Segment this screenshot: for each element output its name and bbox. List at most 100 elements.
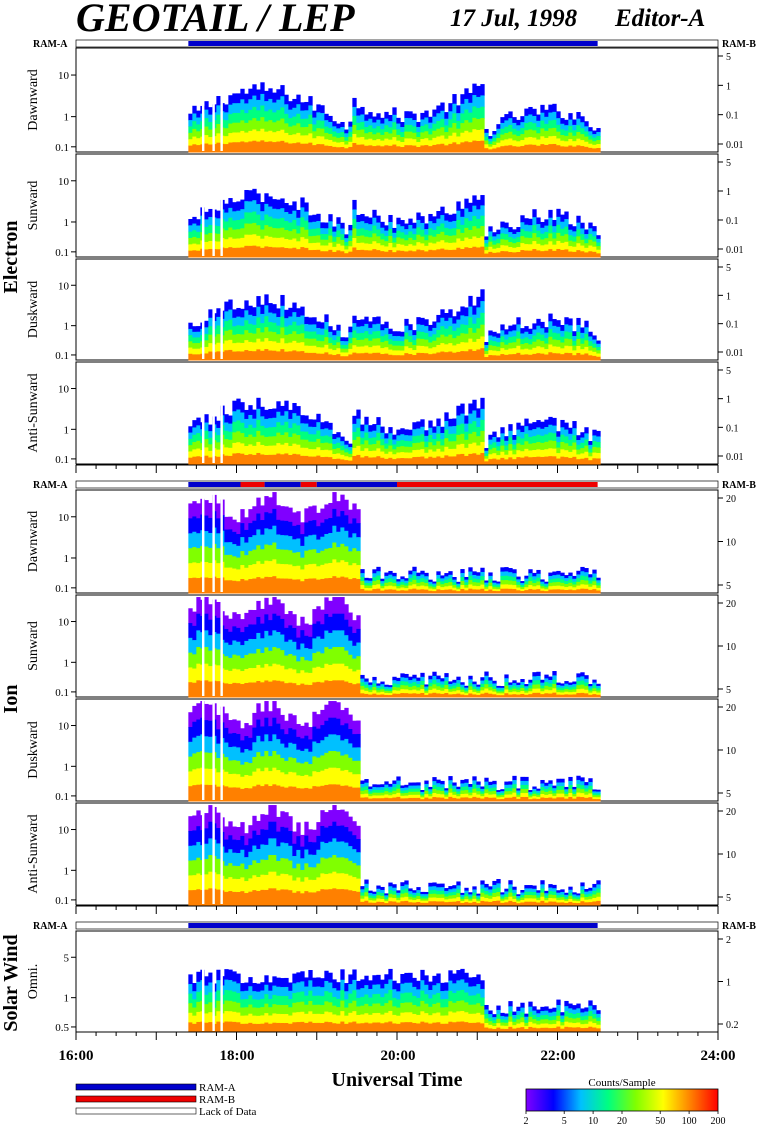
spectrogram-cell [376,113,381,121]
spectrogram-cell [204,219,209,228]
spectrogram-cell [372,209,377,219]
spectrogram-cell [504,681,509,687]
spectrogram-cell [308,236,313,244]
spectrogram-cell [472,453,477,465]
spectrogram-cell [460,684,465,688]
spectrogram-cell [440,883,445,888]
spectrogram-cell [244,212,249,224]
spectrogram-cell [508,424,513,432]
spectrogram-cell [376,323,381,332]
spectrogram-cell [272,304,277,314]
spectrogram-cell [428,134,433,141]
spectrogram-cell [320,334,325,342]
spectrogram-cell [412,422,417,430]
spectrogram-cell [228,774,233,789]
spectrogram-cell [408,788,413,793]
spectrogram-cell [296,316,301,326]
spectrogram-cell [252,639,257,655]
spectrogram-cell [208,562,213,579]
spectrogram-cell [576,345,581,354]
spectrogram-cell [304,672,309,686]
spectrogram-cell [564,429,569,437]
spectrogram-cell [492,431,497,438]
spectrogram-cell [320,564,325,580]
spectrogram-cell [312,741,317,757]
spectrogram-cell [416,435,421,444]
spectrogram-cell [536,675,541,681]
spectrogram-cell [368,890,373,894]
spectrogram-cell [272,322,277,333]
y-tick-label: 1 [64,553,70,565]
spectrogram-cell [188,875,193,891]
spectrogram-cell [404,590,409,594]
spectrogram-cell [508,888,513,894]
spectrogram-cell [560,118,565,125]
spectrogram-cell [580,343,585,350]
spectrogram-cell [288,436,293,447]
spectrogram-cell [300,788,305,802]
spectrogram-cell [492,437,497,443]
spectrogram-cell [368,438,373,446]
spectrogram-cell [444,429,449,439]
spectrogram-cell [576,229,581,237]
spectrogram-cell [360,346,365,354]
spectrogram-cell [592,435,597,442]
spectrogram-cell [400,122,405,128]
spectrogram-cell [480,348,485,361]
spectrogram-cell [216,456,221,465]
spectrogram-cell [280,349,285,361]
spectrogram-cell [516,242,521,248]
spectrogram-cell [344,530,349,547]
spectrogram-cell [576,685,581,690]
spectrogram-cell [352,124,357,135]
spectrogram-cell [384,692,389,696]
spectrogram-cell [204,135,209,145]
spectrogram-cell [284,142,289,153]
spectrogram-cell [400,345,405,352]
spectrogram-cell [496,587,501,590]
spectrogram-cell [400,147,405,153]
spectrogram-cell [492,130,497,135]
spectrogram-cell [360,569,365,574]
spectrogram-cell [420,456,425,465]
figure-title: GEOTAIL / LEP [76,0,355,40]
spectrogram-cell [292,669,297,684]
spectrogram-cell [476,572,481,577]
spectrogram-cell [348,565,353,580]
spectrogram-cell [380,457,385,465]
spectrogram-cell [524,130,529,139]
spectrogram-cell [452,220,457,229]
spectrogram-cell [420,791,425,795]
spectrogram-cell [556,436,561,443]
spectrogram-cell [188,451,193,459]
spectrogram-cell [272,445,277,456]
spectrogram-cell [300,333,305,343]
spectrogram-cell [300,569,305,582]
spectrogram-cell [592,589,597,594]
spectrogram-cell [368,897,373,901]
y-right-tick-label: 0.01 [726,348,744,359]
spectrogram-cell [288,639,293,655]
spectrogram-cell [412,457,417,465]
spectrogram-cell [348,443,353,448]
spectrogram-cell [280,858,285,875]
spectrogram-cell [536,224,541,232]
spectrogram-cell [280,405,285,417]
spectrogram-cell [500,324,505,331]
spectrogram-cell [400,226,405,233]
spectrogram-cell [268,650,273,667]
spectrogram-cell [584,353,589,361]
spectrogram-cell [284,212,289,222]
spectrogram-cell [224,727,229,744]
spectrogram-cell [472,889,477,894]
spectrogram-cell [276,308,281,318]
spectrogram-cell [348,453,353,458]
spectrogram-cell [544,794,549,799]
spectrogram-cell [492,780,497,785]
spectrogram-cell [544,682,549,687]
spectrogram-cell [272,680,277,698]
spectrogram-cell [208,326,213,336]
spectrogram-cell [484,342,489,346]
spectrogram-cell [388,457,393,465]
spectrogram-cell [352,821,357,836]
